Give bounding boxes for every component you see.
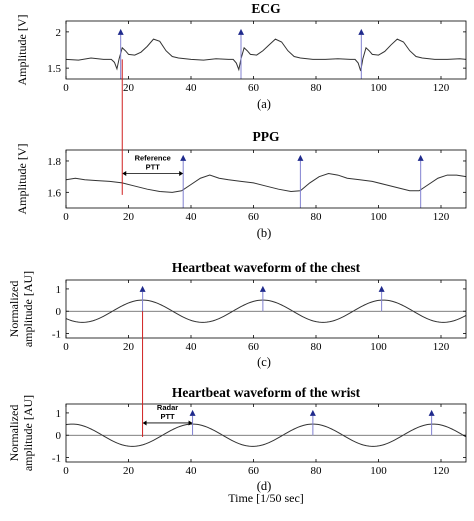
axes-frame bbox=[65, 403, 467, 463]
x-axis-label: Time [1/50 sec] bbox=[228, 491, 304, 505]
x-tick-label: 80 bbox=[311, 341, 323, 353]
x-tick-label: 100 bbox=[370, 465, 387, 477]
x-tick-label: 120 bbox=[433, 465, 450, 477]
chart-panel-1: ECG 0 20 40 60 80 100 120 1.5 2 Amplitude [V] (a) bbox=[15, 1, 467, 111]
peak-marker bbox=[117, 28, 124, 35]
x-tick-label: 80 bbox=[311, 82, 323, 94]
x-tick-label: 20 bbox=[123, 82, 135, 94]
peak-marker bbox=[180, 154, 187, 161]
peak-marker bbox=[358, 28, 365, 35]
ptt-label: Radar bbox=[157, 403, 178, 412]
x-tick-label: 60 bbox=[248, 341, 260, 353]
ptt-arrow-head-right bbox=[179, 171, 184, 177]
panel-label: (c) bbox=[257, 355, 271, 369]
y-axis-label-line2: amplitude [AU] bbox=[21, 271, 35, 347]
x-tick-label: 80 bbox=[311, 211, 323, 223]
x-tick-label: 0 bbox=[63, 465, 69, 477]
x-tick-label: 80 bbox=[311, 465, 323, 477]
y-tick-label: 2 bbox=[56, 27, 62, 39]
panel-label: (d) bbox=[257, 479, 272, 493]
x-tick-label: 20 bbox=[123, 211, 135, 223]
chart-panel-3: Heartbeat waveform of the chest 0 20 40 60 80… bbox=[7, 260, 467, 369]
chart-title: Heartbeat waveform of the chest bbox=[172, 260, 361, 275]
y-tick-label: 1 bbox=[56, 408, 62, 420]
y-tick-label: -1 bbox=[52, 453, 61, 465]
y-tick-label: 1.6 bbox=[47, 187, 61, 199]
x-tick-label: 100 bbox=[370, 82, 387, 94]
y-tick-label: -1 bbox=[52, 329, 61, 341]
peak-marker bbox=[309, 409, 316, 416]
ptt-label-line2: PTT bbox=[146, 163, 161, 172]
ptt-arrow-head-left bbox=[122, 171, 127, 177]
x-tick-label: 60 bbox=[248, 82, 260, 94]
ptt-arrow-head-right bbox=[188, 420, 193, 426]
peak-marker bbox=[259, 285, 266, 292]
x-tick-label: 40 bbox=[186, 341, 198, 353]
x-tick-label: 60 bbox=[248, 465, 260, 477]
y-tick-label: 0 bbox=[56, 430, 62, 442]
panel-label: (a) bbox=[257, 97, 271, 111]
x-tick-label: 20 bbox=[123, 341, 135, 353]
peak-marker bbox=[378, 285, 385, 292]
peak-marker bbox=[297, 154, 304, 161]
x-tick-label: 0 bbox=[63, 82, 69, 94]
y-tick-label: 0 bbox=[56, 306, 62, 318]
signal-line bbox=[65, 172, 467, 193]
y-axis-label: Amplitude [V] bbox=[15, 15, 29, 86]
peak-marker bbox=[428, 409, 435, 416]
axes-frame bbox=[65, 20, 467, 80]
peak-marker bbox=[238, 28, 244, 35]
y-axis-label: Amplitude [V] bbox=[15, 144, 29, 215]
x-tick-label: 0 bbox=[63, 211, 69, 223]
x-tick-label: 100 bbox=[370, 211, 387, 223]
peak-marker bbox=[417, 154, 424, 161]
x-tick-label: 40 bbox=[186, 465, 198, 477]
x-tick-label: 60 bbox=[248, 211, 260, 223]
y-tick-label: 1.8 bbox=[47, 156, 61, 168]
panel-label: (b) bbox=[257, 226, 272, 240]
x-tick-label: 120 bbox=[433, 211, 450, 223]
peak-marker bbox=[139, 285, 146, 292]
x-tick-label: 120 bbox=[433, 82, 450, 94]
peak-marker bbox=[189, 409, 196, 416]
x-tick-label: 100 bbox=[370, 341, 387, 353]
y-axis-label-line2: amplitude [AU] bbox=[21, 395, 35, 471]
chart-panel-2: PPG 0 20 40 60 80 100 120 1.6 1.8 Amplitude [V] (b)… bbox=[15, 129, 467, 240]
chart-title: Heartbeat waveform of the wrist bbox=[172, 385, 361, 400]
axes-frame bbox=[65, 279, 467, 339]
axes-frame bbox=[65, 149, 467, 209]
x-tick-label: 0 bbox=[63, 341, 69, 353]
x-tick-label: 120 bbox=[433, 341, 450, 353]
x-tick-label: 40 bbox=[186, 211, 198, 223]
chart-title: PPG bbox=[253, 129, 280, 144]
ptt-arrow-head-left bbox=[142, 420, 147, 426]
y-axis-label: Normalized bbox=[7, 405, 21, 462]
y-tick-label: 1 bbox=[56, 284, 62, 296]
ptt-label: Reference bbox=[135, 154, 171, 163]
signal-line bbox=[65, 38, 467, 72]
signal-line bbox=[65, 423, 467, 447]
x-tick-label: 40 bbox=[186, 82, 198, 94]
ptt-label-line2: PTT bbox=[160, 412, 175, 421]
y-axis-label: Normalized bbox=[7, 281, 21, 338]
signal-line bbox=[65, 299, 467, 323]
x-tick-label: 20 bbox=[123, 465, 135, 477]
chart-title: ECG bbox=[251, 1, 281, 16]
y-tick-label: 1.5 bbox=[47, 63, 61, 75]
chart-panel-4: Heartbeat waveform of the wrist 0 20 40 60 80… bbox=[7, 385, 467, 505]
